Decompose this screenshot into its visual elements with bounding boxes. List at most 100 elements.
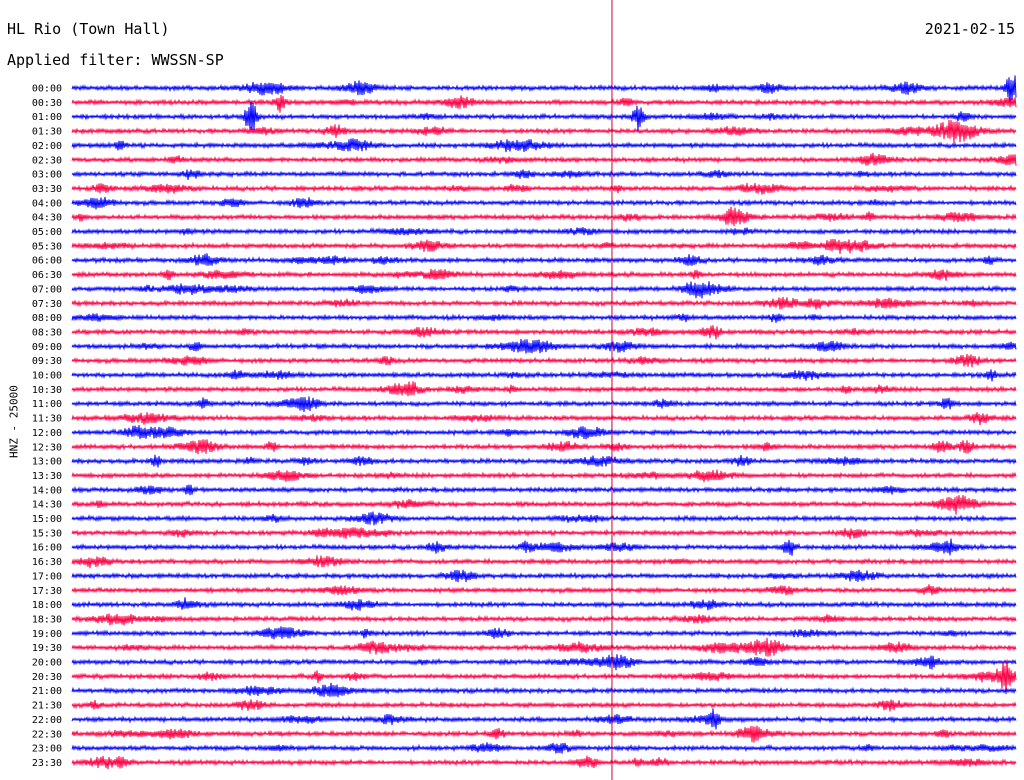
trace-2230 <box>71 725 1017 743</box>
row-time-label: 12:30 <box>32 442 62 453</box>
trace-0330 <box>71 183 1017 195</box>
trace-1800 <box>71 597 1017 611</box>
trace-1530 <box>71 527 1017 540</box>
trace-0230 <box>71 152 1017 166</box>
row-time-label: 08:00 <box>32 313 62 324</box>
trace-1030 <box>71 381 1017 397</box>
trace-0730 <box>71 296 1017 310</box>
row-time-label: 00:00 <box>32 84 62 95</box>
trace-0530 <box>71 238 1017 254</box>
trace-1830 <box>71 613 1017 626</box>
row-time-label: 09:00 <box>32 342 62 353</box>
trace-2000 <box>71 654 1017 671</box>
row-time-label: 17:30 <box>32 586 62 597</box>
trace-1430 <box>71 495 1017 515</box>
row-time-label: 07:30 <box>32 299 62 310</box>
trace-2030 <box>71 659 1017 695</box>
trace-0930 <box>71 353 1017 368</box>
trace-0200 <box>71 138 1017 153</box>
row-time-label: 17:00 <box>32 571 62 582</box>
trace-0430 <box>71 206 1017 227</box>
row-time-label: 00:30 <box>32 98 62 109</box>
trace-1230 <box>71 439 1017 455</box>
row-time-label: 02:00 <box>32 141 62 152</box>
row-time-label: 03:30 <box>32 184 62 195</box>
trace-1130 <box>71 412 1017 426</box>
row-time-label: 13:00 <box>32 457 62 468</box>
row-time-label: 18:00 <box>32 600 62 611</box>
row-time-label: 19:00 <box>32 629 62 640</box>
row-time-label: 11:30 <box>32 414 62 425</box>
trace-1000 <box>71 369 1017 382</box>
row-time-label: 07:00 <box>32 284 62 295</box>
date-label: 2021-02-15 <box>924 20 1015 38</box>
row-time-label: 15:00 <box>32 514 62 525</box>
trace-0900 <box>71 338 1017 354</box>
row-time-label: 09:30 <box>32 356 62 367</box>
row-time-label: 05:30 <box>32 241 62 252</box>
row-time-label: 21:30 <box>32 701 62 712</box>
row-time-label: 03:00 <box>32 170 62 181</box>
row-time-label: 21:00 <box>32 686 62 697</box>
row-time-label: 18:30 <box>32 614 62 625</box>
trace-0630 <box>71 268 1017 281</box>
trace-1930 <box>71 637 1017 657</box>
trace-2300 <box>71 742 1017 754</box>
row-time-label: 10:00 <box>32 371 62 382</box>
row-time-label: 04:30 <box>32 213 62 224</box>
row-time-label: 16:00 <box>32 543 62 554</box>
row-time-label: 13:30 <box>32 471 62 482</box>
trace-2330 <box>71 755 1017 770</box>
trace-1100 <box>71 396 1017 413</box>
row-time-label: 08:30 <box>32 327 62 338</box>
trace-1400 <box>71 484 1017 496</box>
row-time-label: 10:30 <box>32 385 62 396</box>
row-time-label: 11:00 <box>32 399 62 410</box>
trace-0830 <box>71 325 1017 340</box>
trace-0300 <box>71 169 1017 180</box>
trace-0030 <box>71 94 1017 113</box>
trace-2130 <box>71 699 1017 712</box>
row-time-label: 22:30 <box>32 729 62 740</box>
trace-1600 <box>71 538 1017 556</box>
row-time-label: 06:00 <box>32 256 62 267</box>
row-time-label: 12:00 <box>32 428 62 439</box>
trace-0500 <box>71 226 1017 236</box>
trace-1200 <box>71 425 1017 440</box>
row-time-label: 16:30 <box>32 557 62 568</box>
row-time-label: 01:00 <box>32 112 62 123</box>
filter-label: Applied filter: WWSSN-SP <box>7 51 224 69</box>
trace-1730 <box>71 584 1017 596</box>
trace-1330 <box>71 469 1017 483</box>
trace-0800 <box>71 313 1017 323</box>
row-time-label: 15:30 <box>32 528 62 539</box>
row-time-label: 20:00 <box>32 658 62 669</box>
trace-0600 <box>71 253 1017 267</box>
trace-1500 <box>71 511 1017 526</box>
trace-0100 <box>71 100 1017 131</box>
row-time-label: 14:30 <box>32 500 62 511</box>
trace-1630 <box>71 555 1017 569</box>
row-time-label: 01:30 <box>32 127 62 138</box>
trace-0700 <box>71 281 1017 299</box>
station-title: HL Rio (Town Hall) <box>7 20 170 38</box>
trace-1300 <box>71 454 1017 468</box>
row-time-label: 05:00 <box>32 227 62 238</box>
row-time-label: 23:30 <box>32 758 62 769</box>
row-time-label: 02:30 <box>32 155 62 166</box>
row-time-label: 20:30 <box>32 672 62 683</box>
row-time-label: 19:30 <box>32 643 62 654</box>
row-time-label: 22:00 <box>32 715 62 726</box>
trace-1700 <box>71 569 1017 583</box>
trace-2200 <box>71 708 1017 730</box>
row-time-label: 06:30 <box>32 270 62 281</box>
trace-0130 <box>71 119 1017 144</box>
trace-0000 <box>71 75 1017 104</box>
trace-1900 <box>71 626 1017 640</box>
row-time-label: 04:00 <box>32 198 62 209</box>
trace-2100 <box>71 682 1017 698</box>
row-time-label: 23:00 <box>32 744 62 755</box>
trace-0400 <box>71 196 1017 210</box>
row-time-label: 14:00 <box>32 485 62 496</box>
